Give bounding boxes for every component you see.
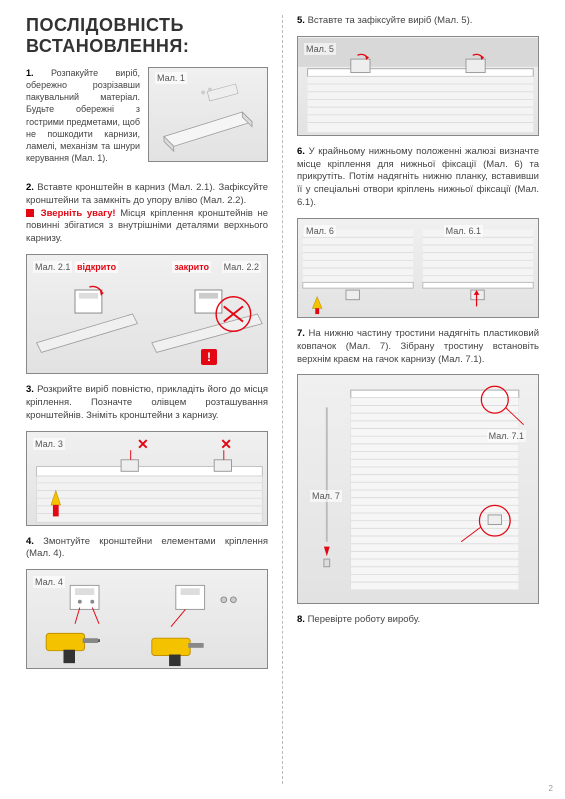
step-1: 1. Розпакуйте виріб, обережно розрізавши… — [26, 67, 268, 172]
step-6-num: 6. — [297, 146, 305, 157]
left-column: ПОСЛІДОВНІСТЬ ВСТАНОВЛЕННЯ: 1. Розпакуйт… — [18, 15, 283, 784]
step-3: 3. Розкрийте виріб повністю, прикладіть … — [26, 384, 268, 422]
figure-3: Мал. 3 ✕ ✕ — [26, 431, 268, 526]
step-6: 6. У крайньому нижньому положенні жалюзі… — [297, 146, 539, 210]
right-column: 5. Вставте та зафіксуйте виріб (Мал. 5).… — [283, 15, 547, 784]
step-2-body: Вставте кронштейн в карниз (Мал. 2.1). З… — [26, 182, 268, 206]
main-title: ПОСЛІДОВНІСТЬ ВСТАНОВЛЕННЯ: — [26, 15, 268, 57]
page-number: 2 — [549, 784, 553, 793]
step-4-num: 4. — [26, 536, 34, 547]
close-label: закрито — [172, 261, 211, 273]
step-4: 4. Змонтуйте кронштейни елементами кріпл… — [26, 536, 268, 562]
figure-1: Мал. 1 — [148, 67, 268, 162]
step-6-body: У крайньому нижньому положенні жалюзі ви… — [297, 146, 539, 208]
step-1-text: 1. Розпакуйте виріб, обережно розрізавши… — [26, 67, 140, 172]
step-1-body: Розпакуйте виріб, обережно розрізавши па… — [26, 68, 140, 163]
step-7-num: 7. — [297, 328, 305, 339]
figure-1-label: Мал. 1 — [155, 72, 187, 84]
step-8-num: 8. — [297, 614, 305, 625]
warning-square-icon — [26, 209, 34, 217]
step-2-warn-label: Зверніть увагу! — [41, 208, 116, 219]
step-7-body: На нижню частину тростини надягніть плас… — [297, 328, 539, 365]
figure-22-label: Мал. 2.2 — [222, 261, 261, 273]
step-2: 2. Вставте кронштейн в карниз (Мал. 2.1)… — [26, 182, 268, 246]
figure-7: Мал. 7 Мал. 7.1 — [297, 374, 539, 604]
step-3-num: 3. — [26, 384, 34, 395]
figure-6: Мал. 6 Мал. 6.1 — [297, 218, 539, 318]
step-5: 5. Вставте та зафіксуйте виріб (Мал. 5). — [297, 15, 539, 28]
step-2-num: 2. — [26, 182, 34, 193]
x-mark-icon: ✕ — [220, 436, 232, 453]
figure-2: Мал. 2.1 відкрито закрито Мал. 2.2 ! — [26, 254, 268, 374]
alert-icon: ! — [201, 349, 217, 365]
step-5-body: Вставте та зафіксуйте виріб (Мал. 5). — [308, 15, 473, 26]
figure-61-label: Мал. 6.1 — [444, 225, 483, 237]
figure-7-label: Мал. 7 — [310, 490, 342, 502]
figure-6-label: Мал. 6 — [304, 225, 336, 237]
figure-5-label: Мал. 5 — [304, 43, 336, 55]
figure-3-label: Мал. 3 — [33, 438, 65, 450]
step-3-body: Розкрийте виріб повністю, прикладіть йог… — [26, 384, 268, 421]
step-8-body: Перевірте роботу виробу. — [308, 614, 421, 625]
figure-21-label: Мал. 2.1 — [33, 261, 72, 273]
step-8: 8. Перевірте роботу виробу. — [297, 614, 539, 627]
figure-4: Мал. 4 — [26, 569, 268, 669]
step-5-num: 5. — [297, 15, 305, 26]
step-7: 7. На нижню частину тростини надягніть п… — [297, 328, 539, 366]
figure-5: Мал. 5 — [297, 36, 539, 136]
step-4-body: Змонтуйте кронштейни елементами кріпленн… — [26, 536, 268, 560]
open-label: відкрито — [75, 261, 118, 273]
figure-7-svg — [298, 375, 538, 603]
x-mark-icon: ✕ — [137, 436, 149, 453]
step-1-num: 1. — [26, 68, 34, 78]
figure-71-label: Мал. 7.1 — [487, 430, 526, 442]
figure-4-label: Мал. 4 — [33, 576, 65, 588]
